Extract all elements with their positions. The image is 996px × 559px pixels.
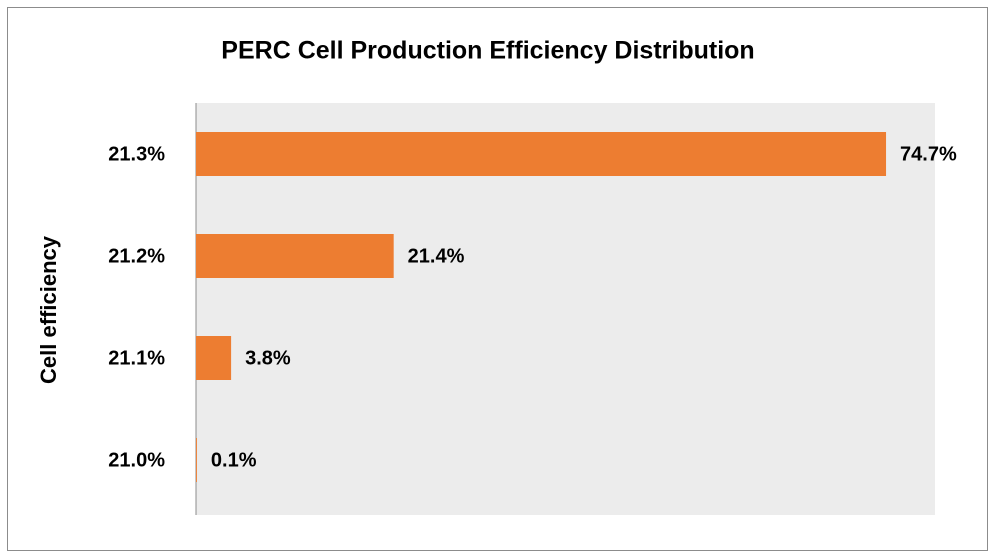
y-tick-label: 21.1%: [108, 347, 165, 369]
y-tick-label: 21.3%: [108, 143, 165, 165]
bar: [196, 438, 197, 482]
bar: [196, 234, 394, 278]
y-tick-label: 21.0%: [108, 449, 165, 471]
y-axis-title: Cell efficiency: [36, 235, 61, 384]
value-label: 21.4%: [408, 245, 465, 267]
value-label: 3.8%: [245, 347, 291, 369]
y-tick-label: 21.2%: [108, 245, 165, 267]
bar: [196, 336, 232, 380]
value-label: 74.7%: [900, 143, 957, 165]
value-label: 0.1%: [211, 449, 257, 471]
bar: [196, 132, 887, 176]
chart-title: PERC Cell Production Efficiency Distribu…: [221, 37, 754, 65]
